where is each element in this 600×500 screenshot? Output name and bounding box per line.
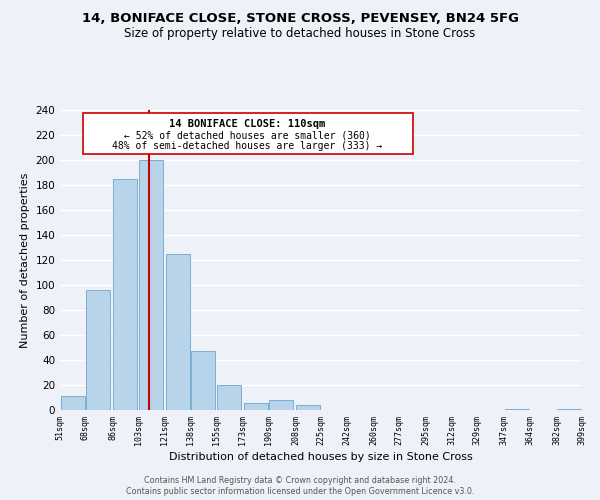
Bar: [217, 385, 241, 410]
Text: ← 52% of detached houses are smaller (360): ← 52% of detached houses are smaller (36…: [124, 130, 371, 140]
Text: 14, BONIFACE CLOSE, STONE CROSS, PEVENSEY, BN24 5FG: 14, BONIFACE CLOSE, STONE CROSS, PEVENSE…: [82, 12, 518, 26]
Bar: [61, 396, 85, 410]
Bar: [244, 402, 268, 410]
Text: Contains public sector information licensed under the Open Government Licence v3: Contains public sector information licen…: [126, 488, 474, 496]
Y-axis label: Number of detached properties: Number of detached properties: [20, 172, 30, 348]
Bar: [557, 409, 581, 410]
FancyBboxPatch shape: [83, 112, 413, 154]
Text: 48% of semi-detached houses are larger (333) →: 48% of semi-detached houses are larger (…: [112, 141, 383, 151]
Bar: [113, 179, 137, 410]
Bar: [269, 400, 293, 410]
Bar: [191, 351, 215, 410]
X-axis label: Distribution of detached houses by size in Stone Cross: Distribution of detached houses by size …: [169, 452, 473, 462]
Bar: [139, 160, 163, 410]
Bar: [505, 409, 529, 410]
Bar: [166, 254, 190, 410]
Bar: [86, 290, 110, 410]
Bar: [296, 405, 320, 410]
Text: Size of property relative to detached houses in Stone Cross: Size of property relative to detached ho…: [124, 28, 476, 40]
Text: 14 BONIFACE CLOSE: 110sqm: 14 BONIFACE CLOSE: 110sqm: [169, 118, 326, 128]
Text: Contains HM Land Registry data © Crown copyright and database right 2024.: Contains HM Land Registry data © Crown c…: [144, 476, 456, 485]
